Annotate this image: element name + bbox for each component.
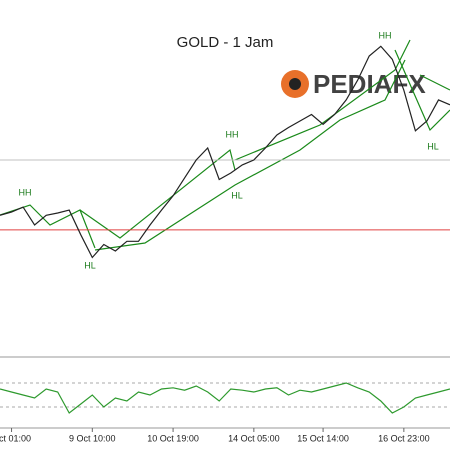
chart-title: GOLD - 1 Jam bbox=[177, 34, 274, 51]
annotation: HL bbox=[427, 141, 439, 151]
annotation: HH bbox=[379, 30, 392, 40]
watermark: PEDIAFX bbox=[313, 69, 426, 99]
x-tick-label: 9 Oct 10:00 bbox=[69, 433, 116, 443]
logo: PEDIAFX bbox=[281, 69, 426, 99]
price-line bbox=[0, 382, 450, 414]
channel-line bbox=[394, 49, 450, 132]
x-tick-label: 15 Oct 14:00 bbox=[297, 433, 349, 443]
channel-line bbox=[234, 39, 411, 161]
x-tick-label: 14 Oct 05:00 bbox=[228, 433, 280, 443]
price-line bbox=[0, 45, 450, 259]
x-tick-label: 10 Oct 19:00 bbox=[147, 433, 199, 443]
annotation: HH bbox=[226, 129, 239, 139]
x-tick-label: Oct 01:00 bbox=[0, 433, 31, 443]
annotation: HH bbox=[19, 187, 32, 197]
annotation: HL bbox=[231, 190, 243, 200]
x-tick-label: 16 Oct 23:00 bbox=[378, 433, 430, 443]
channel-line bbox=[94, 59, 406, 251]
channel-line bbox=[419, 74, 450, 91]
logo-icon-center bbox=[289, 78, 301, 90]
annotation: HL bbox=[84, 260, 96, 270]
